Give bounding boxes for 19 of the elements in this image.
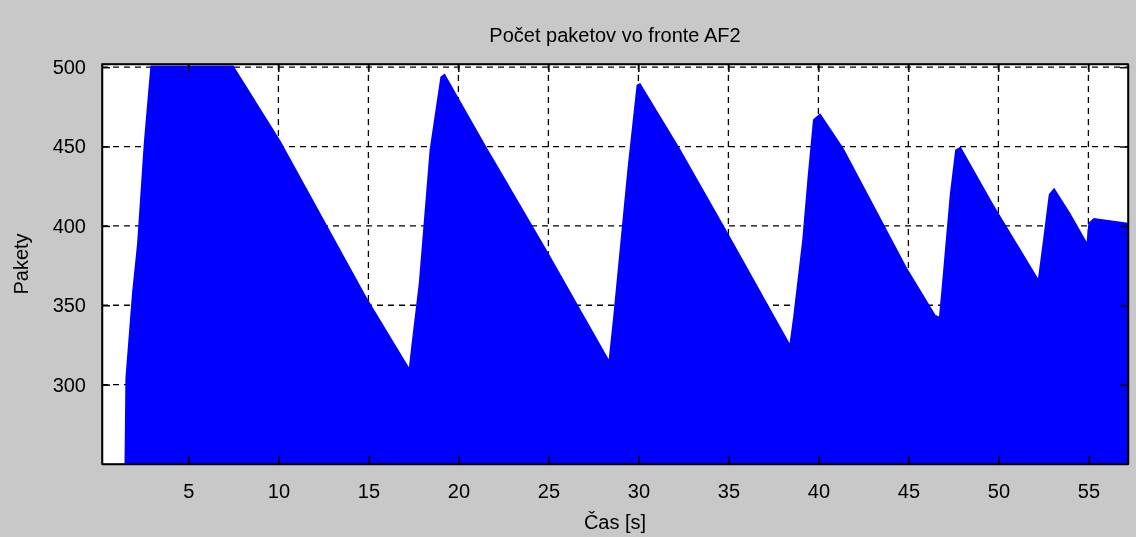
- chart-title: Počet paketov vo fronte AF2: [489, 24, 741, 46]
- y-tick-label: 350: [52, 294, 86, 317]
- y-tick-label: 450: [52, 135, 86, 158]
- x-tick-label: 50: [987, 480, 1011, 503]
- x-tick-label: 5: [183, 480, 195, 503]
- x-axis-title: Čas [s]: [583, 511, 647, 533]
- x-tick-label: 30: [627, 480, 651, 503]
- x-tick-label: 25: [537, 480, 561, 503]
- y-tick-label: 300: [52, 373, 86, 396]
- x-tick-label: 45: [897, 480, 921, 503]
- x-tick-label: 10: [267, 480, 291, 503]
- x-tick-label: 55: [1077, 480, 1101, 503]
- y-tick-label: 500: [52, 56, 86, 79]
- x-tick-label: 35: [717, 480, 741, 503]
- y-tick-label: 400: [52, 214, 86, 237]
- y-axis-title: Pakety: [10, 233, 32, 295]
- x-tick-label: 20: [447, 480, 471, 503]
- x-tick-label: 15: [357, 480, 381, 503]
- x-tick-label: 40: [807, 480, 831, 503]
